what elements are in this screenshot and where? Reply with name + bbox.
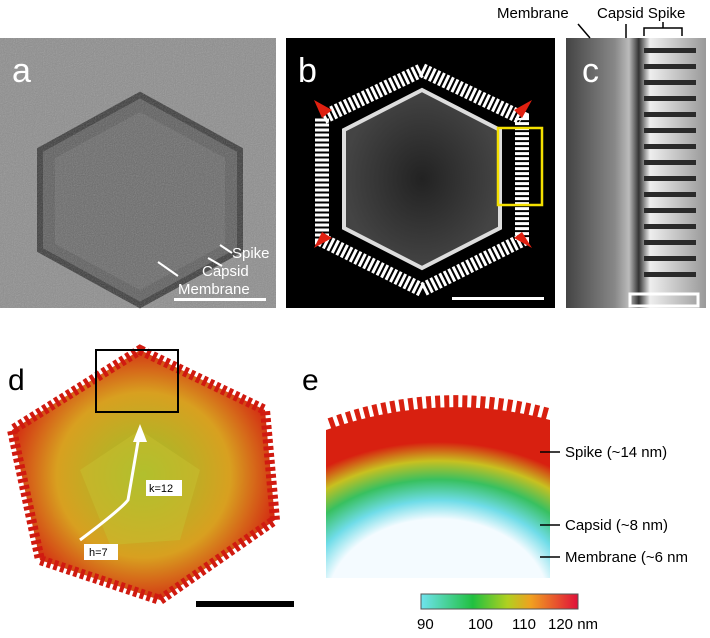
- annotation: Capsid (~8 nm): [565, 517, 668, 534]
- annotation: Capsid Spike: [597, 5, 685, 22]
- colorbar: 90 100 110 120 nm: [417, 593, 598, 633]
- colorbar-label: 100: [468, 616, 493, 633]
- annotation: h=7: [89, 547, 108, 559]
- panel-e: e Spike (~14 nm) Capsid (~8 nm) Membrane…: [302, 364, 688, 578]
- panel-label: c: [582, 52, 599, 90]
- panel-label: a: [12, 52, 31, 90]
- panel-a: a Spike Capsid Membrane: [0, 38, 276, 309]
- annotation: Membrane: [178, 281, 250, 298]
- colorbar-label: 120 nm: [548, 616, 598, 633]
- panel-c: c Membrane Capsid Spike: [497, 5, 706, 308]
- annotation: Capsid: [202, 263, 249, 280]
- panel-d: d k=12 h=7: [6, 344, 294, 607]
- annotation: Spike (~14 nm): [565, 444, 667, 461]
- colorbar-label: 90: [417, 616, 434, 633]
- panel-label: e: [302, 364, 319, 397]
- annotation: Membrane (~6 nm: [565, 549, 688, 566]
- panel-label: d: [8, 364, 25, 397]
- colorbar-label: 110: [512, 616, 536, 633]
- panel-label: b: [298, 52, 317, 90]
- annotation: k=12: [149, 483, 173, 495]
- annotation: Spike: [232, 245, 270, 262]
- annotation: Membrane: [497, 5, 569, 22]
- panel-b: b: [286, 38, 555, 308]
